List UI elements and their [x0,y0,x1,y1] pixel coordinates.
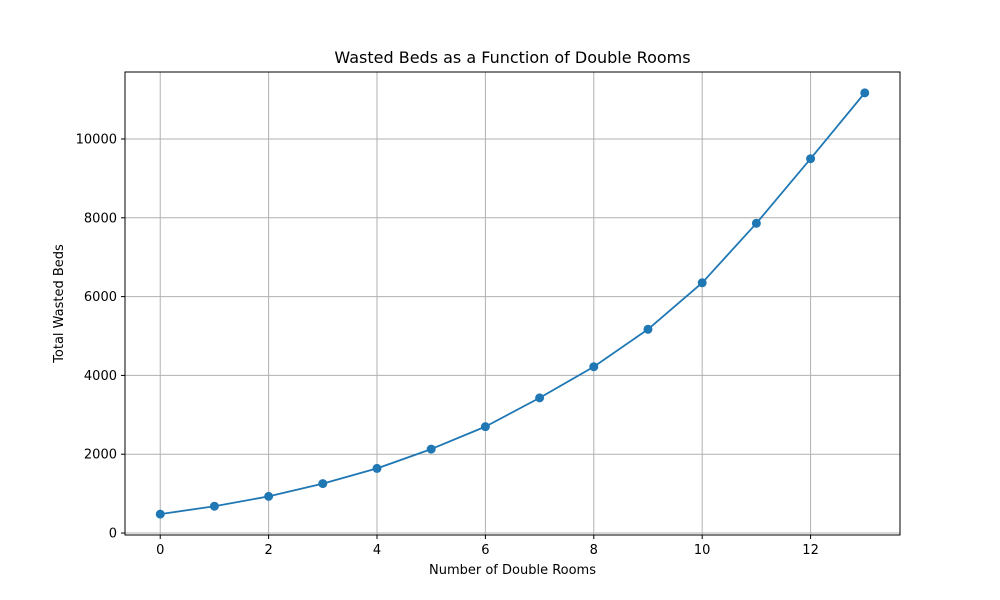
chart-title: Wasted Beds as a Function of Double Room… [334,48,690,67]
x-tick-label: 8 [590,543,598,558]
data-point [480,422,490,432]
x-tick-label: 4 [373,543,381,558]
series-line [160,92,866,516]
x-tick-label: 6 [481,543,489,558]
data-point [264,491,274,501]
y-tick-label: 6000 [84,290,117,305]
x-tick-label: 12 [802,543,819,558]
x-tick-label: 10 [694,543,711,558]
plot-frame [124,71,901,536]
ticks: 0 2 4 6 8 10 12 0 2000 4000 6000 8000 10000 [76,132,819,558]
x-tick-label: 0 [156,543,164,558]
data-point [209,501,219,511]
x-axis-label: Number of Double Rooms [429,563,596,578]
data-point [318,479,328,489]
y-axis-label: Total Wasted Beds [52,244,67,364]
y-tick-label: 4000 [84,369,117,384]
data-point [806,154,816,164]
data-point [155,509,165,519]
data-point [535,393,545,403]
data-point [372,463,382,473]
y-tick-label: 10000 [76,132,117,147]
y-tick-label: 8000 [84,211,117,226]
data-point [751,218,761,228]
series-layer [155,88,870,519]
grid [125,72,900,535]
data-point [860,88,870,98]
data-point [643,324,653,334]
x-tick-label: 2 [264,543,272,558]
y-tick-label: 2000 [84,448,117,463]
data-point [426,444,436,454]
y-tick-label: 0 [109,527,117,542]
data-point [589,362,599,372]
data-point [697,278,707,288]
